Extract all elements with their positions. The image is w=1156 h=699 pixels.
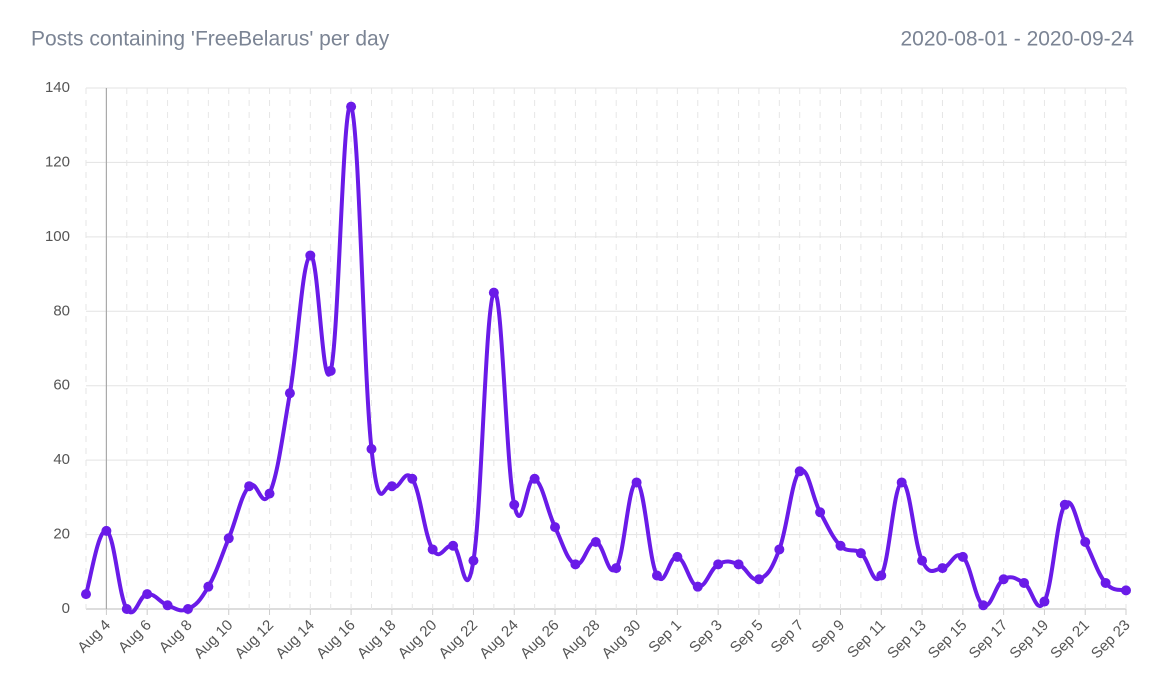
point	[366, 443, 377, 454]
x-tick-label: Sep 1	[645, 617, 685, 657]
point	[1019, 577, 1030, 588]
point	[1080, 537, 1091, 548]
x-tick-label: Aug 20	[395, 617, 441, 663]
x-tick-label: Aug 22	[435, 617, 481, 663]
point	[672, 551, 683, 562]
point	[794, 466, 805, 477]
x-tick-label: Sep 21	[1047, 617, 1093, 663]
point	[855, 548, 866, 559]
chart-subtitle: 2020-08-01 - 2020-09-24	[900, 28, 1134, 51]
point	[448, 540, 459, 551]
x-tick-label: Sep 11	[844, 617, 889, 662]
x-tick-label: Aug 12	[232, 617, 278, 663]
point	[651, 570, 662, 581]
point	[203, 581, 214, 592]
plot	[81, 101, 1131, 615]
point	[468, 555, 479, 566]
grid	[85, 87, 1127, 615]
point	[529, 473, 540, 484]
point	[509, 499, 520, 510]
x-tick-label: Aug 16	[313, 617, 359, 663]
point	[386, 481, 397, 492]
point	[896, 477, 907, 488]
point	[998, 574, 1009, 585]
chart-title: Posts containing 'FreeBelarus' per day	[31, 28, 390, 51]
point	[753, 574, 764, 585]
point	[733, 559, 744, 570]
point	[631, 477, 642, 488]
point	[1121, 585, 1131, 596]
point	[978, 600, 989, 611]
line	[84, 104, 1127, 615]
x-tick-label: Aug 10	[191, 617, 237, 663]
point	[774, 544, 785, 555]
point	[835, 540, 846, 551]
point	[142, 589, 153, 600]
x-tick-label: Sep 5	[727, 617, 767, 657]
point	[917, 555, 928, 566]
point	[407, 473, 418, 484]
point	[815, 507, 826, 518]
y-tick-label: 120	[45, 153, 70, 170]
point	[713, 559, 724, 570]
point	[590, 537, 601, 548]
point	[937, 563, 948, 574]
x-tick-label: Sep 19	[1006, 617, 1052, 663]
y-tick-label: 0	[62, 600, 70, 617]
y-tick-label: 20	[53, 526, 70, 543]
point	[121, 604, 132, 614]
point	[305, 250, 316, 261]
x-tick-label: Aug 18	[354, 617, 400, 663]
y-tick-label: 140	[45, 79, 70, 96]
point	[550, 522, 561, 533]
point	[957, 551, 968, 562]
point	[1059, 499, 1070, 510]
point	[284, 388, 295, 399]
point	[570, 559, 581, 570]
x-tick-label: Sep 23	[1088, 617, 1134, 663]
point	[611, 563, 622, 574]
y-tick-label: 60	[53, 377, 70, 394]
x-tick-label: Sep 15	[925, 617, 971, 663]
point	[101, 525, 112, 536]
x-tick-label: Sep 3	[686, 617, 726, 657]
point	[427, 544, 438, 555]
x-tick-label: Aug 4	[74, 617, 114, 657]
point	[1100, 577, 1111, 588]
point	[264, 488, 275, 499]
point	[1039, 596, 1050, 607]
x-tick-label: Sep 9	[808, 617, 848, 657]
point	[81, 589, 91, 600]
x-tick-label: Aug 6	[115, 617, 155, 657]
x-tick-label: Sep 17	[966, 617, 1012, 663]
point	[346, 101, 357, 112]
point	[223, 533, 234, 544]
point	[325, 365, 336, 376]
x-tick-label: Sep 7	[768, 617, 808, 657]
x-tick-label: Sep 13	[884, 617, 930, 663]
point	[162, 600, 173, 611]
x-tick-label: Aug 30	[599, 617, 645, 663]
point	[244, 481, 255, 492]
x-tick-label: Aug 14	[272, 617, 318, 663]
point	[876, 570, 887, 581]
x-tick-label: Aug 28	[558, 617, 604, 663]
y-tick-label: 40	[53, 451, 70, 468]
y-tick-label: 80	[53, 302, 70, 319]
point	[182, 604, 193, 614]
y-tick-label: 100	[45, 228, 70, 245]
x-tick-label: Aug 24	[476, 617, 522, 663]
point	[692, 581, 703, 592]
x-tick-label: Aug 26	[517, 617, 563, 663]
point	[488, 287, 499, 298]
